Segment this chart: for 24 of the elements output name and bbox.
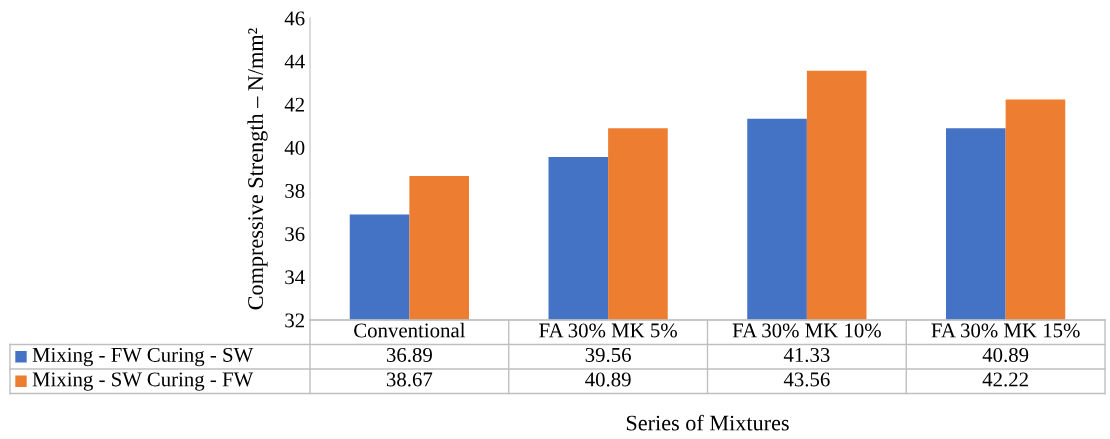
x-tick-label: FA 30% MK 10% — [732, 323, 881, 338]
data-label: 40.89 — [982, 347, 1029, 363]
y-tick-label: 44 — [284, 54, 305, 69]
data-label: 41.33 — [783, 347, 830, 363]
x-tick-label: FA 30% MK 5% — [539, 323, 677, 338]
data-label: 36.89 — [386, 347, 432, 363]
y-tick-label: 34 — [285, 270, 305, 285]
y-tick-label: 42 — [284, 97, 304, 112]
data-label: 38.67 — [386, 372, 433, 387]
y-tick-label: 38 — [285, 183, 305, 198]
data-label: 40.89 — [585, 372, 631, 387]
y-tick-label: 32 — [285, 313, 304, 328]
x-tick-label: Conventional — [354, 322, 466, 338]
y-tick-label: 36 — [285, 227, 305, 242]
x-axis-title: Series of Mixtures — [626, 414, 789, 431]
x-tick-label: FA 30% MK 15% — [931, 323, 1080, 338]
data-label: 42.22 — [982, 372, 1028, 387]
y-axis-title: Compressive Strength – N/mm² — [247, 28, 268, 310]
y-tick-label: 40 — [284, 140, 305, 155]
legend-label: Mixing - FW Curing - SW — [32, 347, 254, 367]
data-label: 43.56 — [783, 372, 830, 387]
data-label: 39.56 — [585, 347, 631, 363]
legend-label: Mixing - SW Curing - FW — [32, 372, 254, 391]
y-tick-label: 46 — [284, 11, 305, 26]
